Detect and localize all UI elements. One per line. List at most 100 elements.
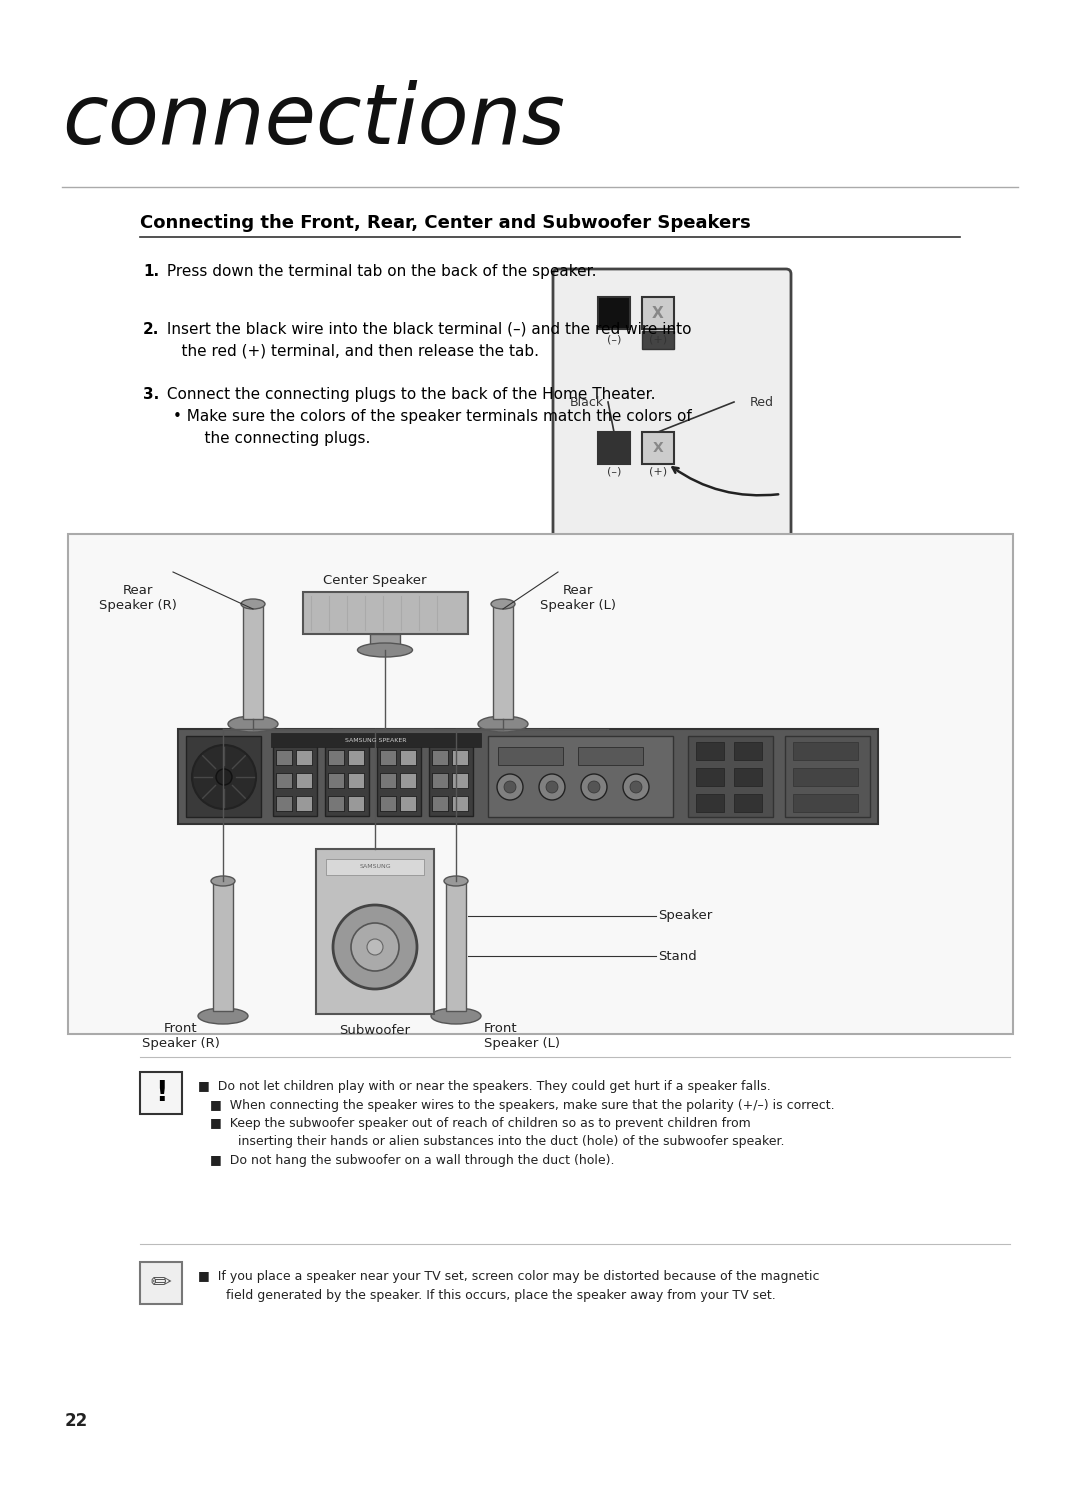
Bar [734,768,762,786]
Bar [328,797,345,812]
Bar [316,849,434,1015]
Text: Center Speaker: Center Speaker [323,574,427,586]
Bar [273,737,318,816]
Text: SAMSUNG SPEAKER: SAMSUNG SPEAKER [346,737,407,743]
Text: 22: 22 [65,1411,89,1429]
Text: Stand: Stand [658,949,697,962]
Bar [642,297,674,330]
Bar [429,737,473,816]
Text: Front
Speaker (L): Front Speaker (L) [484,1022,561,1050]
Bar [326,859,424,874]
Text: !: ! [154,1079,167,1107]
Text: 1.: 1. [143,264,159,279]
Text: Rear
Speaker (L): Rear Speaker (L) [540,583,616,612]
Text: inserting their hands or alien substances into the duct (hole) of the subwoofer : inserting their hands or alien substance… [222,1135,784,1149]
Circle shape [216,768,232,785]
Bar [598,433,630,464]
Bar [642,433,674,464]
Bar [432,797,448,812]
Bar [492,604,513,719]
Bar [296,773,312,788]
Text: Press down the terminal tab on the back of the speaker.: Press down the terminal tab on the back … [162,264,596,279]
Text: Speaker: Speaker [658,910,712,922]
Text: ■  If you place a speaker near your TV set, screen color may be distorted becaus: ■ If you place a speaker near your TV se… [198,1270,820,1283]
Bar [377,737,421,816]
Bar [276,773,292,788]
Bar [793,794,858,812]
Bar [186,736,261,818]
Bar [380,750,396,765]
Text: 2.: 2. [143,322,160,337]
Ellipse shape [444,876,468,886]
Ellipse shape [211,876,235,886]
Bar [446,880,465,1012]
Bar [400,773,416,788]
Circle shape [588,780,600,794]
Bar [696,794,724,812]
Text: SAMSUNG: SAMSUNG [360,864,391,870]
Text: Red: Red [750,395,774,409]
Text: Connecting the Front, Rear, Center and Subwoofer Speakers: Connecting the Front, Rear, Center and S… [140,213,751,231]
Bar [785,736,870,818]
Bar [276,797,292,812]
Circle shape [539,774,565,800]
Text: ■  Do not let children play with or near the speakers. They could get hurt if a : ■ Do not let children play with or near … [198,1080,771,1094]
Bar [370,634,400,651]
Text: field generated by the speaker. If this occurs, place the speaker away from your: field generated by the speaker. If this … [210,1289,775,1301]
Bar [432,773,448,788]
Text: 3.: 3. [143,386,159,401]
Bar [303,592,468,634]
Bar [453,797,468,812]
Circle shape [630,780,642,794]
Bar [140,1071,183,1115]
Bar [380,797,396,812]
Ellipse shape [431,1009,481,1024]
Text: ✏: ✏ [150,1271,172,1295]
Bar [348,773,364,788]
Text: Black: Black [570,395,604,409]
Circle shape [192,745,256,809]
Text: the connecting plugs.: the connecting plugs. [185,431,370,446]
Bar [68,534,1013,1034]
Bar [642,331,674,349]
Bar [380,773,396,788]
Bar [488,736,673,818]
Bar [328,773,345,788]
Bar [276,750,292,765]
Bar [296,797,312,812]
Text: (+): (+) [649,334,667,345]
Bar [793,768,858,786]
Text: Front
Speaker (R): Front Speaker (R) [143,1022,220,1050]
Bar [598,297,630,330]
Bar [400,797,416,812]
Text: ■  When connecting the speaker wires to the speakers, make sure that the polarit: ■ When connecting the speaker wires to t… [210,1098,835,1112]
Bar [178,730,878,824]
Ellipse shape [478,716,528,733]
Bar [348,797,364,812]
Bar [696,768,724,786]
Ellipse shape [357,643,413,656]
Text: (–): (–) [607,334,621,345]
Circle shape [351,924,399,971]
Ellipse shape [228,716,278,733]
Bar [453,773,468,788]
Text: the red (+) terminal, and then release the tab.: the red (+) terminal, and then release t… [162,345,539,360]
Bar [498,747,563,765]
Circle shape [504,780,516,794]
Circle shape [546,780,558,794]
Bar [296,750,312,765]
Bar [328,750,345,765]
Circle shape [581,774,607,800]
Text: (–): (–) [607,466,621,476]
Ellipse shape [491,598,515,609]
Ellipse shape [198,1009,248,1024]
Text: X: X [652,306,664,321]
Bar [400,750,416,765]
Bar [140,1262,183,1304]
Text: connections: connections [62,81,565,161]
Bar [325,737,369,816]
Text: Rear
Speaker (R): Rear Speaker (R) [99,583,177,612]
Text: Subwoofer: Subwoofer [339,1024,410,1037]
Circle shape [333,906,417,989]
Text: ■  Keep the subwoofer speaker out of reach of children so as to prevent children: ■ Keep the subwoofer speaker out of reac… [210,1118,751,1129]
